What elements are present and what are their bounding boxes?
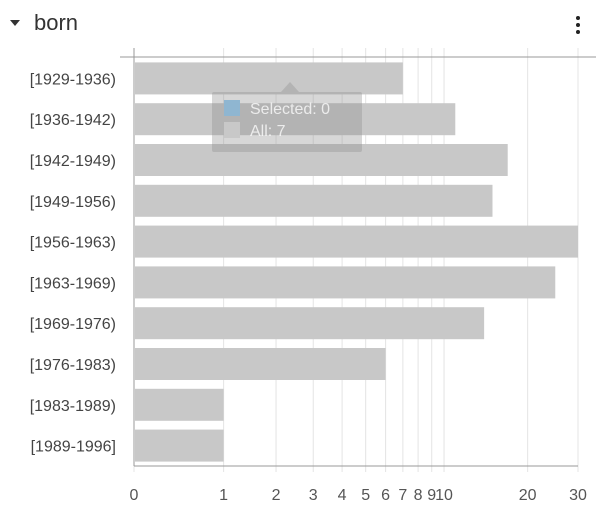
- x-tick-label: 1: [219, 487, 228, 504]
- histogram-bar: [135, 144, 508, 176]
- x-tick-label: 8: [414, 487, 423, 504]
- tooltip-arrow: [281, 82, 299, 92]
- category-label: [1969-1976): [30, 316, 116, 333]
- histogram-bar: [135, 184, 493, 217]
- x-tick-label: 0: [130, 487, 139, 504]
- x-tick-label: 20: [519, 487, 537, 504]
- panel-title: born: [34, 10, 79, 35]
- x-tick-label: 10: [435, 487, 453, 504]
- category-label: [1983-1989): [30, 398, 116, 415]
- category-label: [1949-1956): [30, 194, 116, 211]
- tooltip: Selected: 0 All: 7: [212, 92, 362, 152]
- collapse-caret-icon[interactable]: [10, 20, 20, 26]
- histogram-bar: [135, 307, 485, 340]
- x-tick-label: 2: [272, 487, 281, 504]
- tooltip-all-label: All: 7: [250, 123, 286, 140]
- category-label: [1936-1942): [30, 112, 116, 129]
- x-tick-label: 30: [569, 487, 587, 504]
- histogram-bar: [135, 429, 224, 462]
- panel-header: born: [0, 0, 600, 50]
- all-swatch: [224, 122, 240, 138]
- x-tick-label: 4: [338, 487, 347, 504]
- x-tick-label: 5: [361, 487, 370, 504]
- histogram-bar: [135, 348, 386, 380]
- tooltip-selected-label: Selected: 0: [250, 101, 331, 118]
- category-label: [1963-1969): [30, 275, 116, 292]
- x-tick-label: 7: [398, 487, 407, 504]
- tooltip-selected-row: Selected: 0: [224, 100, 330, 119]
- x-tick-label: 6: [381, 487, 390, 504]
- histogram-bar: [135, 62, 403, 95]
- histogram-bar: [135, 225, 578, 258]
- category-label: [1929-1936): [30, 71, 116, 88]
- x-tick-label: 3: [309, 487, 318, 504]
- category-label: [1956-1963): [30, 235, 116, 252]
- more-options-icon[interactable]: [572, 14, 584, 36]
- histogram-bar: [135, 388, 224, 421]
- x-tick-label: 9: [427, 487, 436, 504]
- tooltip-all-row: All: 7: [224, 122, 286, 141]
- histogram-bar: [135, 266, 556, 299]
- histogram-bar: [135, 103, 456, 136]
- selected-swatch: [224, 100, 240, 116]
- category-label: [1942-1949): [30, 153, 116, 170]
- category-label: [1989-1996]: [31, 439, 116, 456]
- category-label: [1976-1983): [30, 357, 116, 374]
